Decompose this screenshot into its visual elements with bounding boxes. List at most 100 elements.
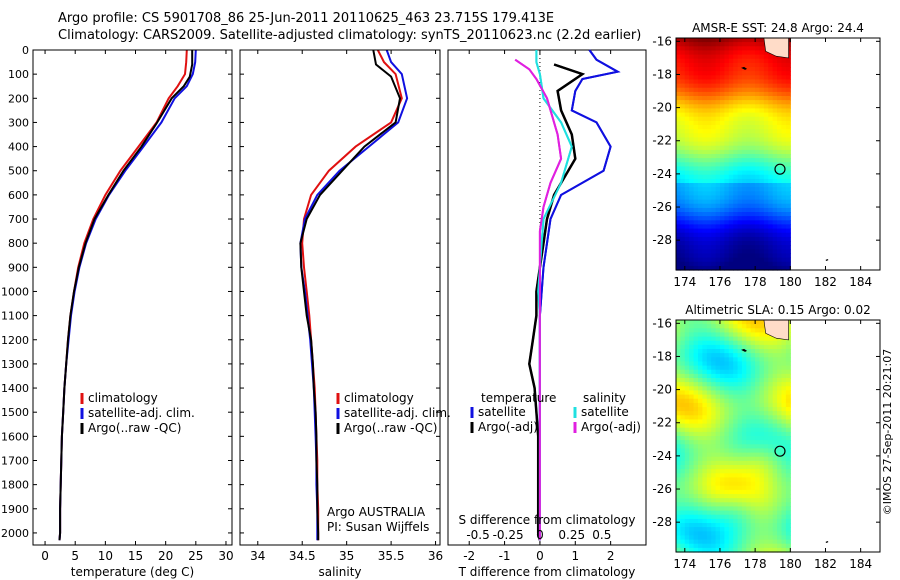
heatmap-cell (768, 506, 774, 512)
heatmap-cell (711, 514, 717, 520)
heatmap-cell (689, 154, 695, 159)
top-axis-label: S difference from climatology (459, 513, 636, 527)
heatmap-cell (702, 158, 708, 163)
heatmap-cell (777, 71, 783, 76)
heatmap-cell (711, 91, 717, 97)
heatmap-cell (737, 249, 743, 254)
heatmap-cell (684, 228, 690, 234)
x-tick-label: 182 (814, 557, 837, 571)
heatmap-cell (785, 494, 791, 499)
heatmap-cell (733, 79, 739, 85)
heatmap-cell (737, 141, 743, 147)
heatmap-cell (720, 469, 725, 474)
heatmap-cell (741, 514, 747, 520)
heatmap-cell (720, 207, 725, 213)
heatmap-cell (741, 320, 747, 325)
heatmap-cell (715, 96, 721, 101)
heatmap-cell (741, 369, 747, 375)
heatmap-cell (706, 241, 712, 246)
heatmap-cell (759, 481, 765, 487)
heatmap-cell (715, 220, 721, 225)
heatmap-cell (706, 531, 712, 536)
heatmap-cell (706, 253, 712, 259)
heatmap-cell (689, 386, 695, 391)
heatmap-cell (750, 174, 756, 180)
heatmap-cell (724, 440, 730, 445)
heatmap-cell (728, 340, 734, 346)
heatmap-cell (785, 502, 791, 507)
heatmap-cell (680, 187, 686, 192)
heatmap-cell (684, 448, 690, 454)
heatmap-cell (698, 187, 703, 192)
heatmap-cell (768, 473, 774, 478)
heatmap-cell (680, 174, 686, 180)
heatmap-cell (724, 473, 730, 478)
heatmap-cell (763, 514, 769, 520)
heatmap-cell (768, 510, 774, 516)
heatmap-cell (689, 361, 695, 367)
heatmap-cell (711, 245, 717, 250)
heatmap-cell (741, 257, 747, 263)
heatmap-cell (720, 261, 725, 267)
heatmap-cell (728, 141, 734, 147)
heatmap-cell (733, 245, 739, 250)
heatmap-cell (720, 510, 725, 516)
heatmap-cell (741, 125, 747, 130)
heatmap-cell (759, 137, 765, 143)
y-tick-label: 1800 (1, 479, 29, 492)
heatmap-cell (759, 378, 765, 383)
heatmap-cell (763, 137, 769, 143)
heatmap-cell (702, 431, 708, 437)
heatmap-cell (715, 166, 721, 172)
y-tick-label: -22 (652, 134, 672, 148)
heatmap-cell (755, 141, 761, 147)
heatmap-cell (702, 166, 708, 172)
heatmap-cell (777, 183, 783, 188)
heatmap-cell (706, 137, 712, 143)
heatmap-cell (781, 137, 787, 143)
y-tick-label: 300 (8, 116, 29, 129)
heatmap-cell (737, 320, 743, 325)
heatmap-cell (724, 382, 730, 387)
heatmap-cell (772, 431, 778, 437)
heatmap-cell (750, 245, 756, 250)
heatmap-cell (676, 137, 681, 143)
heatmap-cell (768, 349, 774, 354)
heatmap-cell (733, 116, 739, 122)
heatmap-cell (715, 162, 721, 167)
heatmap-cell (715, 444, 721, 449)
heatmap-cell (772, 527, 778, 532)
heatmap-cell (777, 386, 783, 391)
heatmap-cell (785, 365, 791, 371)
heatmap-cell (693, 456, 699, 462)
heatmap-cell (680, 120, 686, 126)
heatmap-cell (689, 373, 695, 379)
heatmap-cell (733, 241, 739, 246)
heatmap-cell (720, 494, 725, 499)
heatmap-cell (689, 440, 695, 445)
heatmap-cell (680, 415, 686, 420)
heatmap-cell (785, 390, 791, 396)
heatmap-cell (728, 261, 734, 267)
heatmap-cell (759, 543, 765, 549)
heatmap-cell (698, 100, 703, 105)
heatmap-cell (698, 547, 703, 553)
heatmap-cell (785, 543, 791, 549)
heatmap-cell (750, 324, 756, 329)
heatmap-cell (702, 265, 708, 271)
heatmap-cell (706, 236, 712, 242)
heatmap-cell (693, 145, 699, 151)
heatmap-cell (733, 436, 739, 441)
heatmap-cell (715, 87, 721, 93)
heatmap-cell (711, 543, 717, 549)
heatmap-cell (689, 145, 695, 151)
heatmap-cell (768, 344, 774, 350)
heatmap-cell (781, 261, 787, 267)
heatmap-cell (706, 465, 712, 470)
heatmap-cell (728, 473, 734, 478)
heatmap-cell (693, 444, 699, 449)
heatmap-cell (693, 485, 699, 491)
heatmap-cell (733, 170, 739, 176)
heatmap-cell (680, 232, 686, 238)
heatmap-cell (698, 531, 703, 536)
